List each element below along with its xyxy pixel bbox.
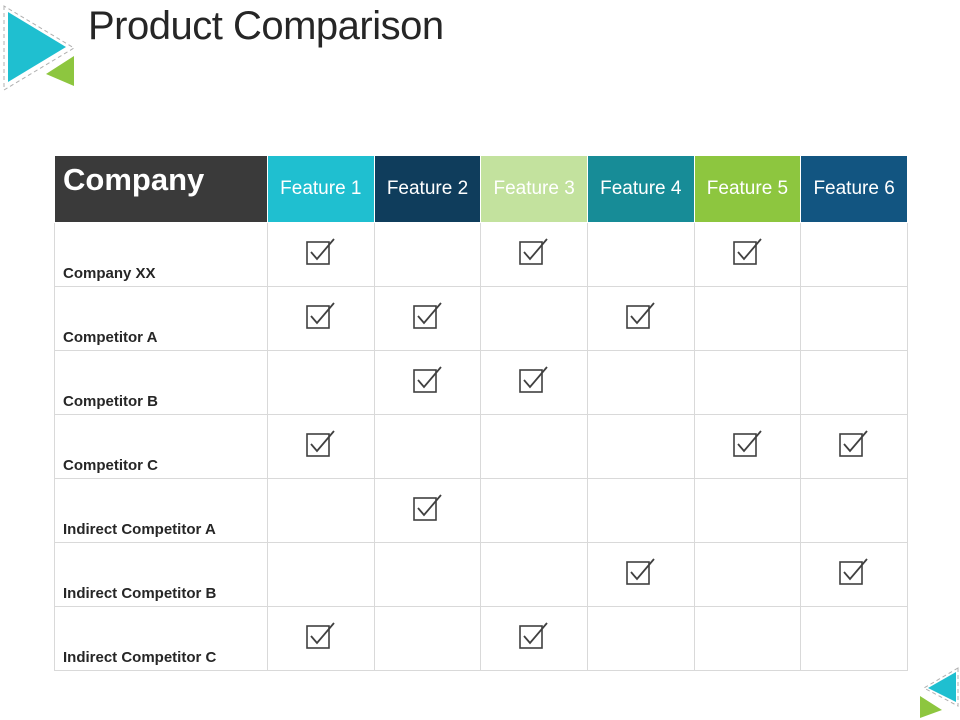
- row-label: Competitor B: [54, 350, 268, 415]
- feature-cell: [373, 478, 482, 543]
- checkbox-checked-icon: [412, 365, 445, 395]
- feature-header-6: Feature 6: [800, 155, 908, 223]
- feature-cell: [800, 606, 908, 671]
- checkbox-checked-icon: [412, 493, 445, 523]
- feature-cell: [267, 542, 375, 607]
- checkbox-checked-icon: [519, 621, 551, 651]
- feature-cell: [373, 414, 482, 479]
- table-row: Competitor A: [54, 286, 908, 351]
- feature-cell: [373, 222, 482, 287]
- checkbox-checked-icon: [626, 557, 658, 587]
- feature-cell: [693, 414, 802, 479]
- feature-cell: [267, 478, 375, 543]
- corner-triangle-decoration-top-left: [3, 5, 75, 91]
- table-row: Competitor C: [54, 414, 908, 479]
- feature-cell: [800, 350, 908, 415]
- corner-triangle-decoration-bottom-right: [920, 667, 959, 718]
- page-title: Product Comparison: [88, 4, 444, 48]
- feature-cell: [693, 350, 802, 415]
- feature-cell: [480, 350, 588, 415]
- feature-cell: [800, 222, 908, 287]
- feature-cell: [480, 478, 588, 543]
- feature-header-1: Feature 1: [267, 155, 375, 223]
- checkbox-checked-icon: [626, 301, 658, 331]
- feature-cell: [267, 222, 375, 287]
- row-label: Competitor A: [54, 286, 268, 351]
- feature-cell: [586, 286, 695, 351]
- feature-header-5: Feature 5: [693, 155, 802, 223]
- checkbox-checked-icon: [732, 237, 765, 267]
- checkbox-checked-icon: [412, 301, 445, 331]
- feature-cell: [586, 606, 695, 671]
- feature-cell: [693, 478, 802, 543]
- company-column-header: Company: [54, 155, 268, 223]
- checkbox-checked-icon: [732, 429, 765, 459]
- feature-header-3: Feature 3: [480, 155, 588, 223]
- comparison-table: Company Feature 1 Feature 2 Feature 3 Featu…: [54, 155, 908, 671]
- feature-cell: [693, 606, 802, 671]
- feature-cell: [480, 606, 588, 671]
- row-label: Indirect Competitor A: [54, 478, 268, 543]
- feature-cell: [373, 542, 482, 607]
- checkbox-checked-icon: [839, 429, 871, 459]
- feature-cell: [267, 286, 375, 351]
- checkbox-checked-icon: [519, 237, 551, 267]
- feature-cell: [480, 414, 588, 479]
- table-row: Indirect Competitor A: [54, 478, 908, 543]
- checkbox-checked-icon: [306, 301, 338, 331]
- feature-cell: [373, 286, 482, 351]
- row-label: Company XX: [54, 222, 268, 287]
- feature-cell: [586, 478, 695, 543]
- feature-cell: [267, 414, 375, 479]
- feature-cell: [267, 606, 375, 671]
- feature-cell: [373, 606, 482, 671]
- feature-header-4: Feature 4: [586, 155, 695, 223]
- checkbox-checked-icon: [306, 429, 338, 459]
- feature-cell: [586, 350, 695, 415]
- feature-cell: [480, 286, 588, 351]
- checkbox-checked-icon: [306, 237, 338, 267]
- feature-cell: [480, 542, 588, 607]
- table-row: Company XX: [54, 222, 908, 287]
- feature-header-2: Feature 2: [373, 155, 482, 223]
- feature-cell: [373, 350, 482, 415]
- feature-cell: [586, 414, 695, 479]
- checkbox-checked-icon: [306, 621, 338, 651]
- table-row: Indirect Competitor B: [54, 542, 908, 607]
- feature-cell: [693, 286, 802, 351]
- row-label: Competitor C: [54, 414, 268, 479]
- feature-cell: [800, 542, 908, 607]
- feature-cell: [693, 222, 802, 287]
- feature-cell: [586, 542, 695, 607]
- feature-cell: [800, 286, 908, 351]
- feature-cell: [800, 478, 908, 543]
- feature-cell: [586, 222, 695, 287]
- checkbox-checked-icon: [519, 365, 551, 395]
- row-label: Indirect Competitor B: [54, 542, 268, 607]
- table-row: Indirect Competitor C: [54, 606, 908, 671]
- table-row: Competitor B: [54, 350, 908, 415]
- feature-cell: [480, 222, 588, 287]
- feature-cell: [267, 350, 375, 415]
- header-row: Company Feature 1 Feature 2 Feature 3 Featu…: [54, 155, 908, 223]
- feature-cell: [693, 542, 802, 607]
- feature-cell: [800, 414, 908, 479]
- checkbox-checked-icon: [839, 557, 871, 587]
- row-label: Indirect Competitor C: [54, 606, 268, 671]
